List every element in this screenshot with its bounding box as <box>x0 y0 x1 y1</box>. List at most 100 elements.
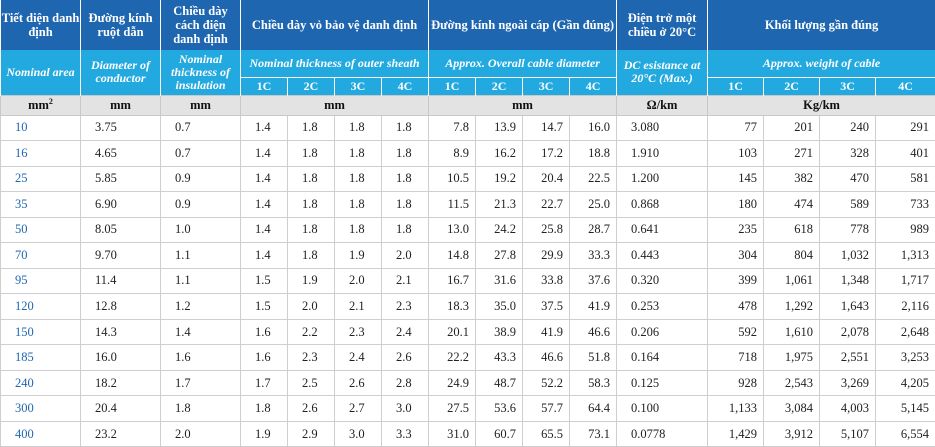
cell-sheath: 2.1 <box>380 267 430 295</box>
header-resistance-vn: Điện trở một chiều ở 20°C <box>616 0 709 50</box>
cell-overall: 31.0 <box>428 420 477 447</box>
cell-weight: 328 <box>819 140 877 167</box>
cell-weight: 1,975 <box>763 344 821 371</box>
header-sheath-en: Nominal thickness of outer sheath <box>239 50 430 77</box>
cell-sheath: 2.0 <box>380 242 430 269</box>
cell-sheath: 2.3 <box>334 318 382 346</box>
cell-insulation: 1.1 <box>160 267 241 295</box>
cell-overall: 19.2 <box>475 165 524 193</box>
unit-area: mm2 <box>0 94 81 116</box>
cell-diameter: 6.90 <box>80 191 161 218</box>
cell-sheath: 2.4 <box>334 344 382 371</box>
cell-weight: 399 <box>707 267 765 295</box>
cell-overall: 24.9 <box>428 369 477 397</box>
cell-weight: 3,912 <box>763 420 821 447</box>
table-row: 16 4.65 0.7 1.4 1.8 1.8 1.8 8.9 16.2 17.2 18.8 1.91… <box>0 140 935 167</box>
cell-overall: 46.6 <box>522 344 571 371</box>
cell-area: 70 <box>0 242 81 269</box>
cell-overall: 33.3 <box>569 242 618 269</box>
cell-area: 300 <box>0 395 81 422</box>
cell-sheath: 2.5 <box>287 369 335 397</box>
core-label: 3C <box>334 76 382 95</box>
cell-overall: 37.6 <box>569 267 618 295</box>
cell-weight: 304 <box>707 242 765 269</box>
core-label: 4C <box>380 76 430 95</box>
cell-resistance: 0.443 <box>616 242 709 269</box>
cell-weight: 3,269 <box>819 369 877 397</box>
cell-sheath: 3.3 <box>380 420 430 447</box>
cell-weight: 5,145 <box>875 395 935 422</box>
cell-resistance: 0.868 <box>616 191 709 218</box>
cell-weight: 581 <box>875 165 935 193</box>
cell-weight: 1,292 <box>763 293 821 320</box>
cell-insulation: 0.9 <box>160 191 241 218</box>
cell-diameter: 20.4 <box>80 395 161 422</box>
cell-overall: 27.5 <box>428 395 477 422</box>
core-label: 1C <box>707 76 765 95</box>
cell-overall: 11.5 <box>428 191 477 218</box>
cell-weight: 618 <box>763 216 821 244</box>
cell-insulation: 1.4 <box>160 318 241 346</box>
cell-weight: 2,116 <box>875 293 935 320</box>
cell-overall: 25.0 <box>569 191 618 218</box>
header-weight-vn: Khối lượng gần đúng <box>707 0 935 50</box>
cell-resistance: 0.206 <box>616 318 709 346</box>
cell-weight: 778 <box>819 216 877 244</box>
cell-overall: 14.7 <box>522 114 571 142</box>
cell-area: 50 <box>0 216 81 244</box>
cell-sheath: 1.4 <box>240 140 288 167</box>
cell-resistance: 0.320 <box>616 267 709 295</box>
cell-weight: 592 <box>707 318 765 346</box>
cell-overall: 13.9 <box>475 114 524 142</box>
cell-sheath: 1.6 <box>240 344 288 371</box>
cell-resistance: 0.125 <box>616 369 709 397</box>
cell-weight: 291 <box>875 114 935 142</box>
header-overall-en: Approx. Overall cable diameter <box>428 50 618 77</box>
cell-sheath: 1.8 <box>334 191 382 218</box>
unit-sheath: mm <box>239 94 430 116</box>
header-diameter-en: Diameter of conductor <box>80 50 161 95</box>
core-label: 1C <box>240 76 288 95</box>
cell-insulation: 1.2 <box>160 293 241 320</box>
cell-sheath: 1.9 <box>334 242 382 269</box>
cell-overall: 38.9 <box>475 318 524 346</box>
cell-resistance: 0.100 <box>616 395 709 422</box>
table-row: 400 23.2 2.0 1.9 2.9 3.0 3.3 31.0 60.7 65.5 73.1 0.… <box>0 420 935 447</box>
cell-weight: 474 <box>763 191 821 218</box>
cell-weight: 733 <box>875 191 935 218</box>
cell-overall: 29.9 <box>522 242 571 269</box>
cell-diameter: 12.8 <box>80 293 161 320</box>
cell-overall: 27.8 <box>475 242 524 269</box>
table-row: 50 8.05 1.0 1.4 1.8 1.8 1.8 13.0 24.2 25.8 28.7 0.6… <box>0 216 935 244</box>
header-sheath-vn: Chiều dày vỏ bảo vệ danh định <box>239 0 430 50</box>
cell-overall: 73.1 <box>569 420 618 447</box>
cell-weight: 928 <box>707 369 765 397</box>
cell-sheath: 1.8 <box>287 114 335 142</box>
table-row: 10 3.75 0.7 1.4 1.8 1.8 1.8 7.8 13.9 14.7 16.0 3.08… <box>0 114 935 142</box>
cell-overall: 20.4 <box>522 165 571 193</box>
cell-sheath: 2.8 <box>380 369 430 397</box>
cell-weight: 589 <box>819 191 877 218</box>
table-row: 240 18.2 1.7 1.7 2.5 2.6 2.8 24.9 48.7 52.2 58.3 0.… <box>0 369 935 397</box>
cell-sheath: 1.4 <box>240 165 288 193</box>
cell-weight: 1,429 <box>707 420 765 447</box>
cell-weight: 1,032 <box>819 242 877 269</box>
cell-sheath: 2.1 <box>334 293 382 320</box>
cell-diameter: 4.65 <box>80 140 161 167</box>
core-label: 4C <box>569 76 618 95</box>
cell-sheath: 1.4 <box>240 216 288 244</box>
cell-weight: 2,648 <box>875 318 935 346</box>
cell-sheath: 2.6 <box>334 369 382 397</box>
cell-diameter: 16.0 <box>80 344 161 371</box>
cell-weight: 103 <box>707 140 765 167</box>
cell-overall: 17.2 <box>522 140 571 167</box>
table-row: 300 20.4 1.8 1.8 2.6 2.7 3.0 27.5 53.6 57.7 64.4 0.… <box>0 395 935 422</box>
cell-sheath: 2.0 <box>287 293 335 320</box>
cell-resistance: 3.080 <box>616 114 709 142</box>
cell-sheath: 1.4 <box>240 191 288 218</box>
cell-diameter: 8.05 <box>80 216 161 244</box>
core-label: 2C <box>763 76 821 95</box>
cell-weight: 5,107 <box>819 420 877 447</box>
header-overall-vn: Đường kính ngoài cáp (Gần đúng) <box>428 0 618 50</box>
cell-weight: 4,003 <box>819 395 877 422</box>
